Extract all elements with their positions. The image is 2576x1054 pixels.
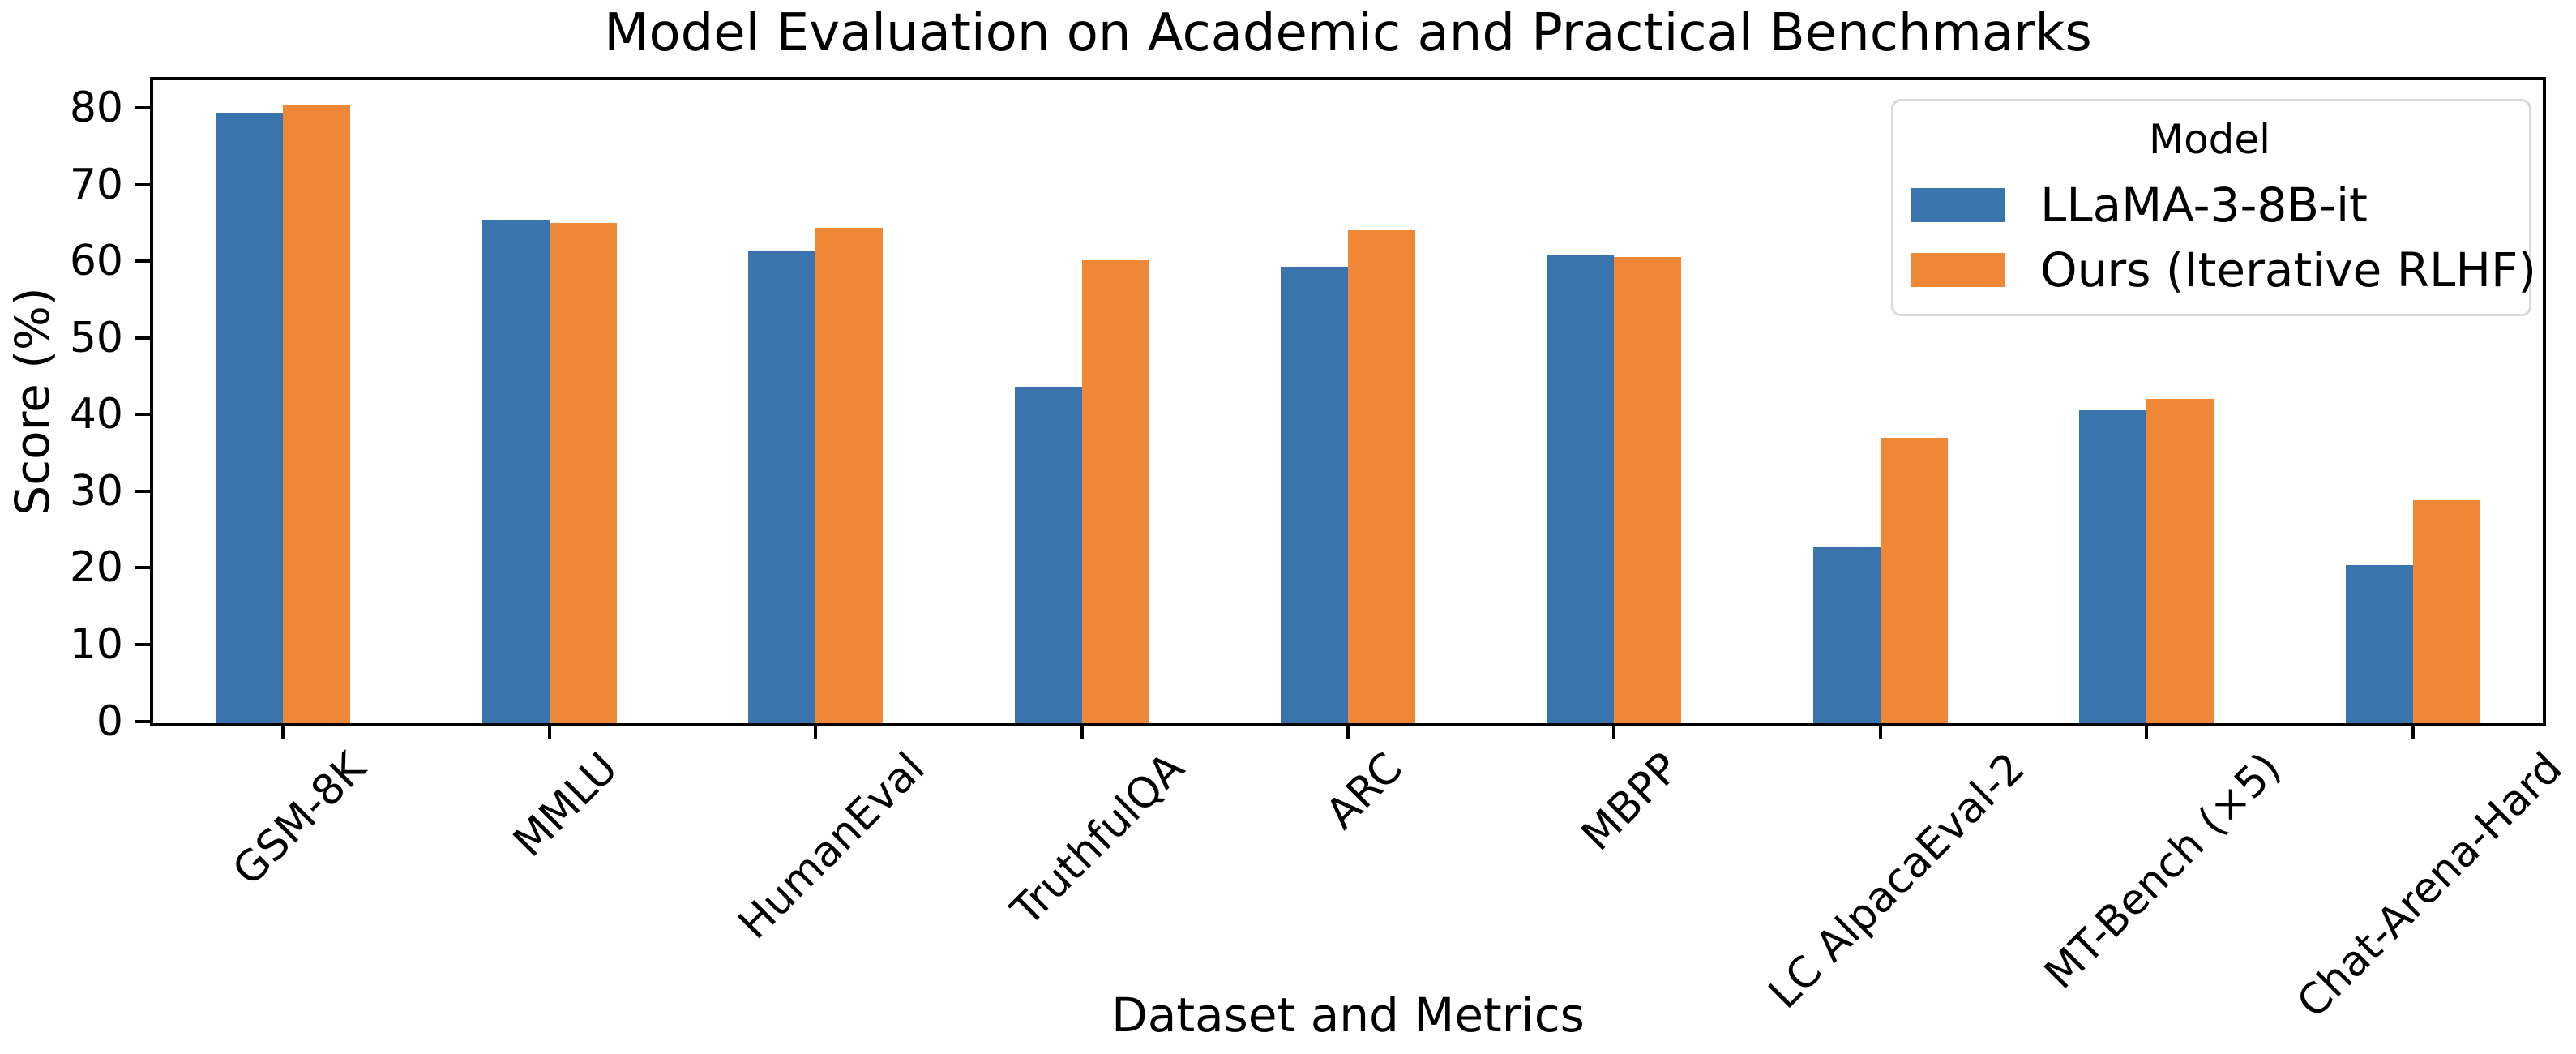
y-tick: [135, 719, 150, 723]
y-tick: [135, 336, 150, 340]
bar-llama-2: [481, 220, 550, 723]
legend-entry-label: LLaMA-3-8B-it: [2040, 178, 2368, 233]
x-tick-label: TruthfulQA: [1002, 743, 1195, 936]
plot-area: Model LLaMA-3-8B-it Ours (Iterative RLHF): [150, 77, 2546, 726]
bar-ours-3: [815, 228, 884, 723]
x-tick: [2145, 726, 2149, 739]
y-axis-label: Score (%): [5, 287, 60, 516]
x-tick: [2411, 726, 2415, 739]
y-tick-label: 10: [69, 619, 123, 669]
x-tick-label: HumanEval: [730, 743, 935, 949]
x-tick: [1612, 726, 1616, 739]
x-axis-label: Dataset and Metrics: [1111, 988, 1585, 1043]
y-tick-label: 80: [69, 84, 123, 132]
y-tick: [135, 642, 150, 646]
bar-llama-5: [1281, 267, 1348, 723]
x-tick-label: MT-Bench (×5): [2035, 743, 2291, 999]
bar-llama-4: [1014, 387, 1082, 723]
x-tick-label: Chat-Arena-Hard: [2287, 743, 2572, 1028]
bar-ours-5: [1348, 230, 1415, 723]
plot-spine-left: [150, 77, 153, 726]
legend-title: Model: [2148, 116, 2271, 163]
legend-entries: LLaMA-3-8B-it Ours (Iterative RLHF): [1911, 179, 2536, 296]
y-tick: [135, 566, 150, 570]
x-tick: [1080, 726, 1084, 739]
y-tick: [135, 413, 150, 417]
chart-title: Model Evaluation on Academic and Practic…: [604, 3, 2092, 63]
plot-spine-right: [2543, 77, 2546, 726]
bar-ours-6: [1614, 257, 1682, 723]
y-tick-label: 60: [69, 237, 123, 286]
y-tick: [135, 106, 150, 109]
bar-ours-7: [1880, 438, 1948, 723]
x-tick-label: LC AlpacaEval-2: [1760, 743, 2035, 1018]
legend-entry-label: Ours (Iterative RLHF): [2040, 242, 2536, 298]
y-tick-label: 70: [69, 160, 123, 209]
x-tick: [547, 726, 551, 739]
y-tick: [135, 489, 150, 493]
bar-llama-9: [2345, 565, 2413, 723]
bar-llama-3: [748, 251, 816, 723]
y-tick-label: 0: [96, 696, 123, 746]
x-tick: [1878, 726, 1882, 739]
legend-entry-1: LLaMA-3-8B-it: [1911, 179, 2508, 231]
bar-llama-8: [2079, 410, 2147, 723]
x-tick-label: GSM-8K: [224, 743, 376, 896]
x-tick: [281, 726, 285, 739]
plot-spine-bottom: [150, 723, 2546, 726]
y-tick-label: 20: [69, 543, 123, 593]
bar-ours-9: [2412, 500, 2480, 723]
legend: Model LLaMA-3-8B-it Ours (Iterative RLHF): [1891, 99, 2536, 316]
legend-entry-2: Ours (Iterative RLHF): [1911, 244, 2536, 296]
bar-ours-2: [549, 223, 617, 723]
plot-spine-top: [150, 77, 2546, 80]
legend-swatch-icon: [1911, 253, 2005, 287]
bar-ours-1: [283, 105, 351, 723]
bar-ours-4: [1081, 260, 1149, 723]
bars-layer: [150, 77, 2546, 726]
x-tick: [1346, 726, 1350, 739]
x-tick-label: MBPP: [1572, 743, 1689, 861]
bar-llama-1: [216, 113, 284, 723]
legend-swatch-icon: [1911, 188, 2005, 222]
y-tick: [135, 259, 150, 264]
x-tick-label: MMLU: [504, 743, 627, 867]
bar-llama-7: [1812, 547, 1881, 723]
bar-ours-8: [2146, 399, 2214, 723]
bar-llama-6: [1547, 255, 1615, 723]
x-tick-label: ARC: [1316, 743, 1412, 839]
y-tick: [135, 182, 150, 186]
x-tick: [814, 726, 818, 739]
